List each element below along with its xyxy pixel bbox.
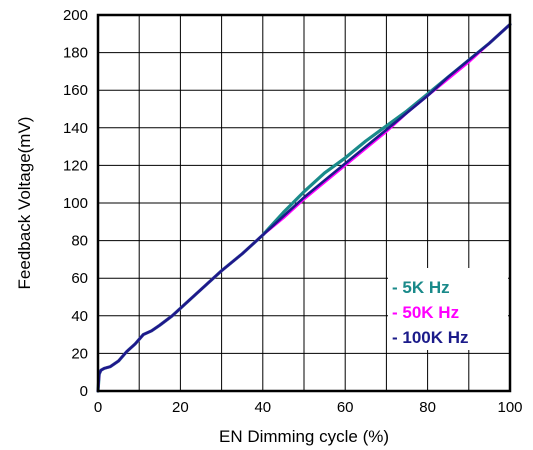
- plot-frame: [96, 13, 512, 393]
- legend-entry-3: - 100K Hz: [392, 328, 469, 347]
- x-tick-label: 20: [172, 399, 189, 416]
- series-line-3: [96, 23, 512, 393]
- y-tick-label: 40: [71, 308, 88, 325]
- legend-entry-1: - 5K Hz: [392, 278, 450, 297]
- y-tick-label: 180: [63, 45, 88, 62]
- legend-entry-2: - 50K Hz: [392, 303, 459, 322]
- x-tick-label: 100: [497, 399, 522, 416]
- legend: - 5K Hz - 50K Hz - 100K Hz: [388, 268, 508, 350]
- x-tick-label: 60: [337, 399, 354, 416]
- legend-box: [388, 268, 508, 350]
- y-tick-label: 0: [80, 383, 88, 400]
- y-tick-label: 60: [71, 270, 88, 287]
- y-tick-label: 200: [63, 7, 88, 24]
- y-tick-label: 100: [63, 195, 88, 212]
- x-tick-labels: 0 20 40 60 80 100: [94, 399, 523, 416]
- x-axis-label: EN Dimming cycle (%): [219, 427, 389, 446]
- y-tick-label: 20: [71, 345, 88, 362]
- x-tick-label: 40: [254, 399, 271, 416]
- y-tick-label: 80: [71, 233, 88, 250]
- y-tick-label: 140: [63, 120, 88, 137]
- x-tick-label: 80: [419, 399, 436, 416]
- x-tick-label: 0: [94, 399, 102, 416]
- y-axis-label: Feedback Voltage(mV): [15, 117, 34, 290]
- y-tick-label: 120: [63, 157, 88, 174]
- y-tick-labels: 0 20 40 60 80 100 120 140 160 180 200: [63, 7, 88, 400]
- y-tick-label: 160: [63, 82, 88, 99]
- series-lines: [96, 22, 512, 393]
